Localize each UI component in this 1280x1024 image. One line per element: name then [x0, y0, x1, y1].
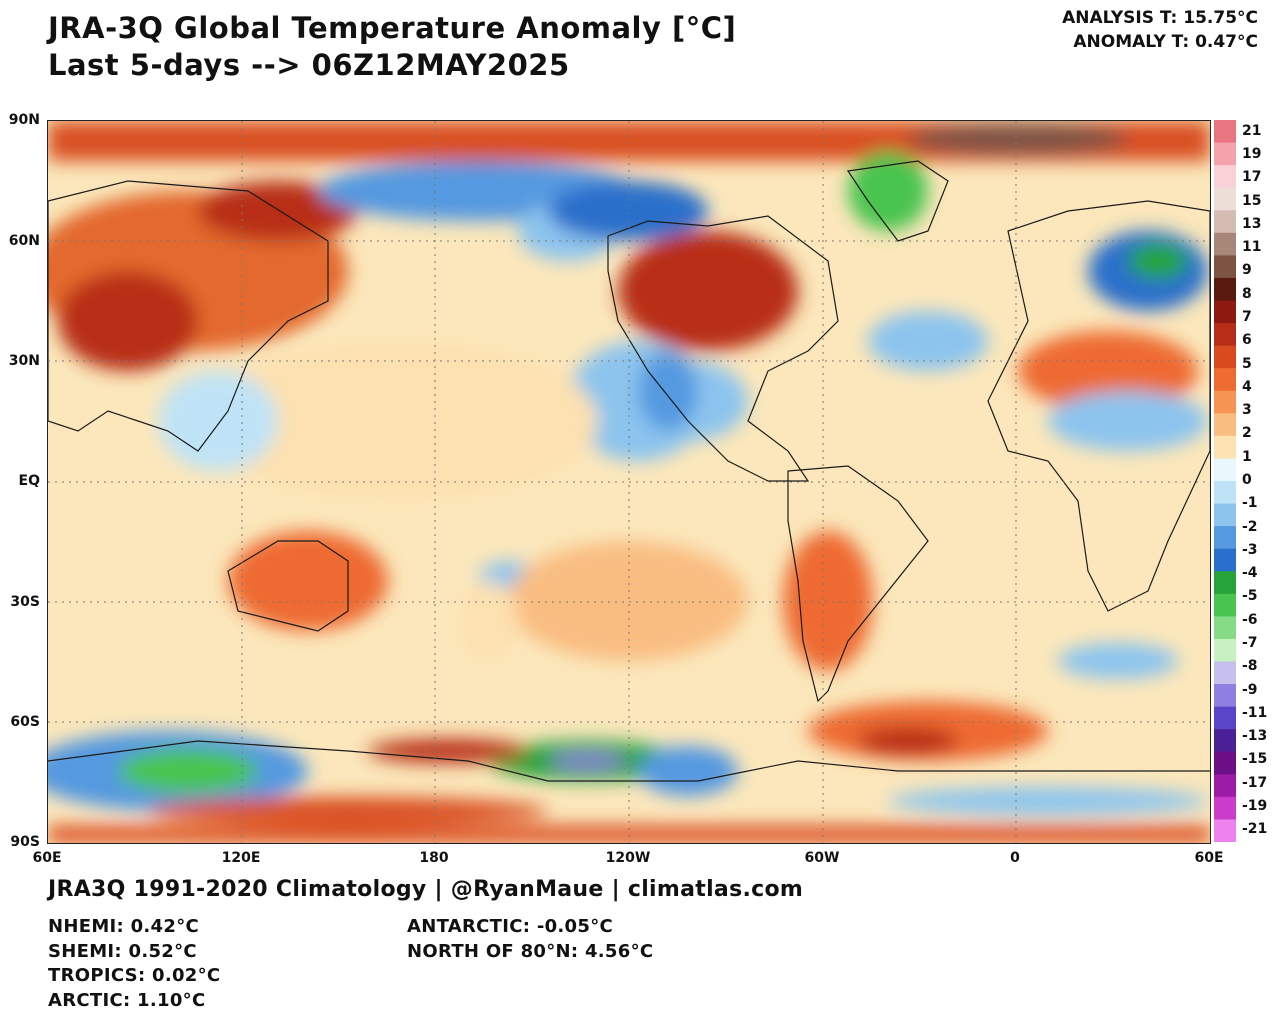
colorbar-swatch — [1214, 819, 1236, 842]
continent-outlines — [48, 160, 1210, 782]
lon-label-60e-right: 60E — [1194, 850, 1224, 866]
colorbar-swatch — [1214, 300, 1236, 324]
lat-label-90n: 90N — [8, 112, 40, 128]
colorbar-tick-label: 15 — [1242, 192, 1262, 209]
credits-line: JRA3Q 1991-2020 Climatology | @RyanMaue … — [48, 877, 804, 902]
colorbar-swatch — [1214, 593, 1236, 617]
colorbar-tick-label: 7 — [1242, 308, 1252, 325]
colorbar-tick-label: -9 — [1242, 681, 1258, 698]
colorbar-tick-label: 5 — [1242, 355, 1252, 372]
map-title: JRA-3Q Global Temperature Anomaly [°C] — [48, 11, 737, 45]
colorbar-tick-label: 13 — [1242, 215, 1262, 232]
colorbar-swatch — [1214, 142, 1236, 166]
analysis-temperature: ANALYSIS T: 15.75°C — [1062, 8, 1258, 28]
colorbar-swatch — [1214, 684, 1236, 708]
colorbar-tick-label: 9 — [1242, 262, 1252, 279]
colorbar-swatch — [1214, 165, 1236, 189]
colorbar-tick-label: 3 — [1242, 402, 1252, 419]
lon-label-180: 180 — [419, 850, 449, 866]
colorbar-tick-label: -13 — [1242, 728, 1268, 745]
lon-label-60e-left: 60E — [32, 850, 62, 866]
colorbar-swatch — [1214, 390, 1236, 414]
colorbar-tick-label: 0 — [1242, 472, 1252, 488]
colorbar-tick-label: -8 — [1242, 658, 1258, 675]
lat-label-60n: 60N — [8, 233, 40, 249]
temperature-anomaly-map — [47, 120, 1211, 844]
lon-label-60w: 60W — [804, 850, 840, 866]
colorbar-tick-label: 2 — [1242, 425, 1252, 442]
colorbar-swatch — [1214, 368, 1236, 392]
colorbar-tick-label: 11 — [1242, 239, 1262, 256]
colorbar-swatch — [1214, 751, 1236, 775]
lon-label-120e: 120E — [221, 850, 261, 866]
graticule — [48, 121, 1210, 843]
colorbar-tick-label: 19 — [1242, 145, 1262, 162]
colorbar-tick-label: 21 — [1242, 122, 1262, 139]
lat-label-90s: 90S — [10, 834, 40, 850]
colorbar-tick-label: 17 — [1242, 169, 1262, 186]
colorbar-tick-label: 8 — [1242, 285, 1252, 302]
colorbar-tick-label: -2 — [1242, 518, 1258, 535]
colorbar-tick-label: -5 — [1242, 588, 1258, 605]
stat-tropics: TROPICS: 0.02°C — [48, 965, 221, 986]
lat-label-eq: EQ — [18, 473, 40, 489]
colorbar-swatch — [1214, 526, 1236, 550]
stat-nhemi: NHEMI: 0.42°C — [48, 916, 200, 937]
colorbar-swatch — [1214, 458, 1236, 482]
colorbar-swatch — [1214, 232, 1236, 256]
colorbar-swatch — [1214, 120, 1236, 144]
lon-label-120w: 120W — [605, 850, 651, 866]
stat-antarctic: ANTARCTIC: -0.05°C — [407, 916, 614, 937]
colorbar-swatch — [1214, 413, 1236, 437]
colorbar-swatch — [1214, 796, 1236, 820]
colorbar-tick-label: -19 — [1242, 798, 1268, 815]
colorbar-swatch — [1214, 503, 1236, 527]
colorbar-tick-label: -15 — [1242, 751, 1268, 768]
lat-label-30n: 30N — [8, 353, 40, 369]
colorbar-swatch — [1214, 548, 1236, 572]
colorbar-tick-label: -3 — [1242, 541, 1258, 558]
colorbar-tick-label: -11 — [1242, 704, 1268, 721]
colorbar-tick-label: 1 — [1242, 448, 1252, 465]
lat-label-30s: 30S — [10, 594, 40, 610]
stat-shemi: SHEMI: 0.52°C — [48, 941, 197, 962]
colorbar-tick-label: 4 — [1242, 378, 1252, 395]
colorbar — [1214, 120, 1236, 842]
map-subtitle: Last 5-days --> 06Z12MAY2025 — [48, 48, 570, 82]
anomaly-field — [48, 121, 1210, 843]
colorbar-swatch — [1214, 435, 1236, 459]
anomaly-temperature: ANOMALY T: 0.47°C — [1073, 32, 1258, 52]
stat-north-of-80n: NORTH OF 80°N: 4.56°C — [407, 941, 654, 962]
stat-arctic: ARCTIC: 1.10°C — [48, 990, 206, 1011]
colorbar-swatch — [1214, 187, 1236, 211]
colorbar-swatch — [1214, 571, 1236, 595]
colorbar-swatch — [1214, 323, 1236, 347]
colorbar-swatch — [1214, 481, 1236, 505]
colorbar-tick-label: -6 — [1242, 611, 1258, 628]
lon-label-0: 0 — [1010, 850, 1020, 866]
colorbar-swatch — [1214, 661, 1236, 685]
colorbar-swatch — [1214, 729, 1236, 753]
colorbar-tick-label: -21 — [1242, 821, 1268, 838]
colorbar-tick-label: -7 — [1242, 635, 1258, 652]
colorbar-swatch — [1214, 616, 1236, 640]
lat-label-60s: 60S — [10, 714, 40, 730]
colorbar-tick-label: -1 — [1242, 495, 1258, 512]
colorbar-swatch — [1214, 638, 1236, 662]
colorbar-tick-label: -17 — [1242, 774, 1268, 791]
colorbar-swatch — [1214, 345, 1236, 369]
colorbar-tick-label: -4 — [1242, 565, 1258, 582]
colorbar-swatch — [1214, 277, 1236, 301]
colorbar-swatch — [1214, 255, 1236, 279]
colorbar-swatch — [1214, 706, 1236, 730]
colorbar-swatch — [1214, 774, 1236, 798]
colorbar-swatch — [1214, 210, 1236, 234]
colorbar-tick-label: 6 — [1242, 332, 1252, 349]
